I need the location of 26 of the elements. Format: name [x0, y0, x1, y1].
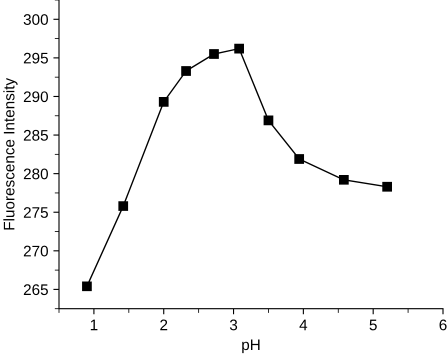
point [234, 44, 244, 54]
point [294, 154, 304, 164]
x-tick-label: 2 [160, 320, 168, 330]
point [209, 49, 219, 59]
y-tick-label: 280 [24, 168, 48, 180]
point [158, 97, 169, 107]
x-axis-title: pH [242, 339, 260, 354]
y-tick-label: 270 [24, 246, 48, 257]
y-tick-label: 295 [24, 52, 48, 64]
point [338, 174, 349, 185]
x-tick-label: 4 [299, 320, 308, 330]
point [264, 116, 274, 126]
x-tick-label: 5 [370, 320, 377, 330]
point [382, 182, 392, 192]
point [82, 281, 92, 292]
y-tick-label: 285 [24, 130, 48, 141]
y-tick-label: 300 [24, 14, 48, 25]
point [118, 201, 128, 211]
x-tick-label: 6 [440, 320, 447, 330]
x-tick-label: 1 [90, 320, 98, 330]
y-tick-label: 290 [24, 91, 48, 102]
point [181, 66, 191, 76]
x-tick-label: 3 [230, 320, 238, 330]
y-tick-label: 265 [24, 284, 48, 296]
y-axis-title: Fluorescence Intensity [3, 78, 18, 230]
y-tick-label: 275 [24, 207, 48, 218]
